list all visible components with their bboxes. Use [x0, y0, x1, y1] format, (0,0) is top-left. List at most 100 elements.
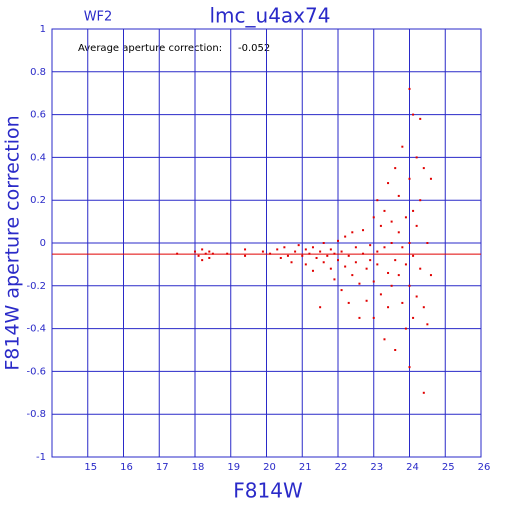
x-tick-label: 26	[478, 462, 491, 473]
point	[383, 246, 386, 249]
point	[412, 113, 415, 116]
point	[344, 265, 347, 268]
point	[412, 209, 415, 212]
point	[337, 259, 339, 262]
point	[365, 267, 368, 270]
point	[358, 282, 361, 285]
point	[397, 194, 400, 197]
point	[261, 250, 264, 253]
point	[333, 252, 336, 255]
point	[372, 216, 375, 219]
point	[415, 295, 418, 298]
point	[401, 301, 404, 304]
point	[301, 254, 304, 257]
point	[308, 252, 311, 255]
point	[379, 293, 382, 296]
x-tick-label: 20	[263, 462, 276, 473]
x-tick-label: 21	[299, 462, 312, 473]
point	[394, 259, 397, 262]
annotation-value: -0.052	[238, 43, 270, 54]
point	[369, 259, 372, 262]
point	[394, 349, 397, 351]
x-tick-label: 18	[192, 462, 205, 473]
point	[337, 239, 339, 242]
point	[422, 306, 425, 309]
point	[408, 242, 411, 244]
point	[376, 250, 379, 253]
chart-subtitle: WF2	[84, 10, 113, 25]
point	[408, 366, 411, 369]
point	[429, 177, 432, 180]
point	[204, 252, 207, 255]
point	[208, 250, 211, 253]
point	[319, 250, 322, 253]
point	[226, 252, 229, 255]
point	[354, 246, 357, 249]
point	[201, 259, 204, 262]
point	[244, 254, 247, 257]
annotation-text: Average aperture correction:	[78, 43, 222, 54]
point	[304, 263, 307, 266]
point	[333, 278, 336, 281]
point	[376, 263, 379, 266]
y-tick-label: 0.6	[30, 110, 46, 121]
point	[329, 267, 332, 270]
point	[372, 280, 375, 283]
point	[422, 167, 425, 170]
point	[397, 231, 400, 234]
point	[340, 250, 343, 253]
point	[383, 209, 386, 212]
point	[404, 216, 407, 219]
y-tick-label: -1	[36, 452, 46, 463]
point	[415, 156, 418, 159]
point	[208, 256, 211, 259]
point	[319, 306, 322, 309]
y-tick-label: 1	[40, 24, 46, 35]
point	[387, 306, 390, 309]
x-tick-label: 16	[120, 462, 133, 473]
point	[211, 252, 214, 255]
y-tick-label: -0.4	[26, 324, 46, 335]
x-tick-label: 17	[156, 462, 169, 473]
point	[297, 244, 300, 247]
y-tick-label: 0.4	[30, 152, 46, 163]
point	[340, 289, 343, 292]
point	[351, 231, 354, 234]
point	[404, 327, 407, 330]
y-axis-label: F814W aperture correction	[2, 115, 24, 370]
point	[322, 242, 325, 244]
y-tick-label: -0.2	[26, 281, 46, 292]
point	[311, 269, 314, 272]
point	[283, 246, 286, 249]
point	[244, 248, 247, 251]
point	[311, 246, 314, 249]
point	[315, 256, 318, 259]
point	[372, 316, 375, 319]
y-tick-label: 0.2	[30, 195, 46, 206]
x-tick-label: 15	[84, 462, 97, 473]
point	[351, 274, 354, 277]
point	[408, 284, 411, 287]
point	[322, 261, 325, 264]
point	[347, 254, 350, 257]
point	[419, 267, 422, 270]
point	[419, 117, 422, 120]
point	[426, 323, 429, 326]
point	[369, 244, 372, 247]
x-tick-label: 23	[370, 462, 383, 473]
point	[383, 338, 386, 341]
x-tick-label: 22	[335, 462, 348, 473]
x-tick-label: 25	[442, 462, 455, 473]
point	[197, 254, 200, 257]
point	[401, 246, 404, 249]
point	[347, 301, 350, 304]
x-axis-label: F814W	[233, 479, 303, 503]
point	[429, 274, 432, 277]
point	[358, 316, 361, 319]
point	[404, 263, 407, 266]
point	[408, 87, 411, 90]
y-tick-label: -0.8	[26, 409, 46, 420]
point	[394, 167, 397, 170]
point	[415, 224, 418, 227]
point	[387, 182, 390, 185]
